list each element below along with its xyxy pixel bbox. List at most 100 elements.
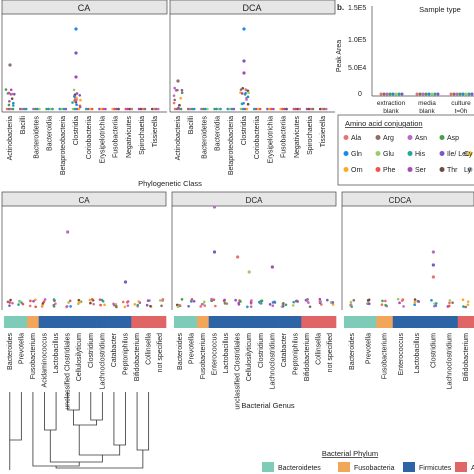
tick-c-1-10: Peptoniphilus [293, 333, 300, 376]
point-a-ca-8-0 [111, 107, 114, 111]
point-c-2-7-1 [466, 300, 470, 303]
point-a-dca-0-0 [173, 107, 177, 111]
legend-aa-swatch-3 [439, 135, 445, 140]
tick-c-2-6: Lachnoclostridium [447, 333, 454, 390]
facet-strip-c-cdca [341, 191, 474, 207]
tick-a-ca-8: Fusobacteriia [113, 116, 120, 158]
point-c-1-2-1 [202, 300, 206, 304]
point-a-ca-10-3 [143, 107, 147, 111]
tick-c-1-12: Collinsella [316, 333, 323, 365]
point-b-2-0 [449, 92, 453, 96]
point-a-ca-4-1 [60, 107, 64, 111]
legend-aa-title: Amino acid conjugation [345, 119, 423, 128]
cluster-a-ca-0-2 [7, 91, 11, 95]
facet-label-c-cdca: CDCA [389, 196, 412, 205]
cluster-a-ca-0-8 [13, 92, 16, 96]
point-a-ca-9-1 [126, 107, 130, 111]
point-a-ca-5-3 [77, 107, 81, 111]
point-a-ca-10-0 [137, 107, 141, 111]
point-c-2-3-4 [400, 299, 404, 302]
cat-extraction-l1: extraction [377, 100, 406, 107]
phylum-bar-0-9 [108, 316, 121, 328]
tick-c-1-1: Prevotella [188, 333, 195, 364]
point-c-0-7-2 [92, 302, 95, 306]
tick-c-2-5: Clostridium [430, 333, 437, 368]
point-a-dca-1-2 [190, 107, 194, 111]
phylum-bar-0-13 [154, 316, 167, 328]
point-c-0-3-4 [42, 300, 46, 303]
point-b-2-3 [458, 92, 462, 96]
point-c-1-3-4 [210, 297, 213, 301]
tick-a-dca-5: Clostridia [241, 116, 248, 145]
cluster-a-ca-0-11 [7, 103, 11, 107]
point-c-2-1-3 [366, 299, 370, 302]
point-a-dca-3-1 [215, 107, 218, 111]
legend-aa-label-11: Thr [447, 167, 458, 174]
point-c-1-10-0 [291, 304, 295, 307]
point-b-1-0 [415, 92, 419, 96]
peak-c-2-1 [431, 263, 435, 267]
point-a-ca-10-1 [139, 107, 143, 111]
tick-a-ca-3: Bacteroidia [47, 116, 54, 151]
phylum-bar-0-10 [119, 316, 132, 328]
tree-branch-1 [9, 392, 22, 441]
phylum-bar-0-3 [38, 316, 51, 328]
point-c-1-1-0 [187, 304, 190, 308]
legend-box [337, 114, 474, 186]
facet-strip-c-ca [1, 191, 167, 207]
point-c-0-2-2 [34, 305, 37, 309]
point-c-1-8-2 [271, 304, 275, 308]
point-a-ca-3-0 [45, 107, 48, 111]
ytick-0: 0 [358, 91, 362, 98]
point-a-ca-8-2 [115, 107, 118, 111]
point-a-dca-5-3 [245, 107, 249, 111]
point-c-2-7-3 [464, 305, 467, 309]
point-a-dca-5-1 [241, 107, 245, 111]
peak-c-1-1 [212, 250, 217, 254]
point-c-2-6-0 [451, 301, 454, 304]
point-c-1-10-4 [294, 299, 298, 303]
point-c-1-6-2 [246, 305, 249, 309]
point-c-1-6-4 [250, 299, 253, 302]
tick-a-ca-1: Bacilli [20, 116, 27, 135]
phylum-bar-1-11 [301, 316, 314, 328]
point-a-dca-1-3 [192, 107, 196, 111]
tick-a-dca-3: Bacteroidia [215, 116, 222, 151]
point-b-1-1 [418, 92, 422, 96]
point-c-1-7-3 [260, 299, 264, 303]
peak-a-ca-1 [74, 27, 78, 31]
point-c-0-10-3 [121, 300, 125, 304]
phylum-bar-1-12 [312, 316, 325, 328]
point-b-0-4 [391, 92, 395, 96]
legend-aa-swatch-5 [375, 151, 381, 156]
point-a-ca-8-1 [113, 107, 116, 111]
peak-a-dca-1 [242, 27, 246, 31]
point-c-1-2-3 [199, 305, 202, 308]
tick-a-ca-4: Betaproteobacteria [60, 116, 67, 175]
point-a-ca-1-3 [24, 107, 28, 111]
cat-culture-l2: t=0h [455, 108, 468, 115]
point-a-dca-1-0 [186, 107, 190, 111]
point-c-0-13-3 [160, 304, 163, 308]
legend-phylum-label-0: Bacteroidetes [278, 465, 321, 472]
point-a-ca-1-0 [18, 107, 22, 111]
point-c-2-1-4 [367, 302, 371, 306]
tick-a-dca-10: Spirochaetia [307, 116, 314, 155]
point-c-1-4-0 [225, 302, 229, 305]
point-a-ca-0-0 [5, 107, 9, 111]
cluster-a-dca-0-11 [177, 106, 180, 110]
legend-phylum-swatch-0 [262, 462, 274, 472]
point-a-ca-2-2 [36, 107, 39, 111]
point-a-ca-0-3 [11, 107, 15, 111]
phylum-bar-2-5 [425, 316, 442, 328]
phylum-bar-2-3 [392, 316, 410, 328]
legend-aa-extra-0: Cy [464, 151, 473, 158]
legend-aa-extra-swatch-0 [467, 151, 473, 156]
point-c-2-0-2 [352, 298, 356, 302]
tick-a-ca-5: Clostridia [73, 116, 80, 145]
point-c-2-4-0 [413, 300, 417, 304]
phylum-bar-1-3 [208, 316, 221, 328]
point-a-dca-3-2 [217, 107, 220, 111]
cluster-a-dca-0-0 [173, 98, 176, 102]
point-a-ca-2-3 [38, 107, 41, 111]
